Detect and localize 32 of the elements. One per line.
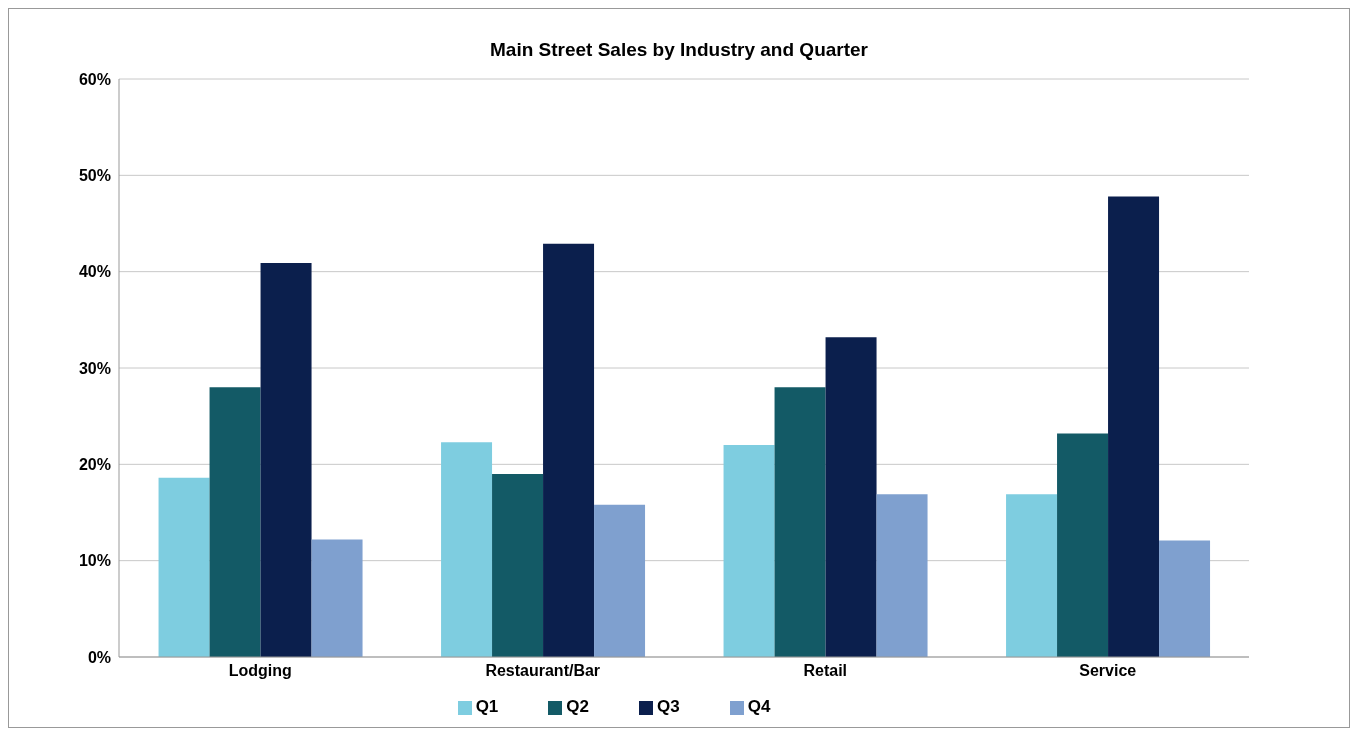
x-tick-label: Service	[1079, 662, 1137, 680]
chart-title: Main Street Sales by Industry and Quarter	[489, 38, 869, 62]
bar	[774, 387, 826, 657]
bar	[311, 539, 363, 657]
bar	[1006, 494, 1058, 657]
x-tick-label: Restaurant/Bar	[485, 662, 601, 680]
legend-label: Q2	[566, 697, 589, 716]
y-tick-label: 50%	[78, 167, 111, 185]
bar	[492, 473, 544, 657]
bar	[825, 337, 877, 657]
bar	[1108, 196, 1160, 657]
bar	[158, 477, 210, 657]
y-tick-label: 0%	[87, 648, 111, 666]
bar	[441, 442, 493, 657]
y-tick-label: 30%	[78, 359, 111, 377]
bar	[209, 387, 261, 657]
y-tick-label: 40%	[78, 263, 111, 281]
bar	[723, 445, 775, 657]
bar	[1057, 433, 1109, 657]
bar	[543, 243, 595, 657]
bar	[1159, 540, 1211, 657]
y-tick-label: 10%	[78, 552, 111, 570]
y-tick-label: 60%	[78, 70, 111, 88]
x-tick-label: Retail	[803, 662, 848, 680]
x-tick-label: Lodging	[228, 662, 292, 680]
legend-label: Q1	[475, 697, 499, 716]
y-tick-label: 20%	[78, 456, 111, 474]
legend-label: Q3	[657, 697, 680, 716]
bar	[594, 504, 646, 657]
bar	[260, 263, 312, 657]
legend-label: Q4	[747, 697, 771, 716]
bar	[876, 494, 928, 657]
